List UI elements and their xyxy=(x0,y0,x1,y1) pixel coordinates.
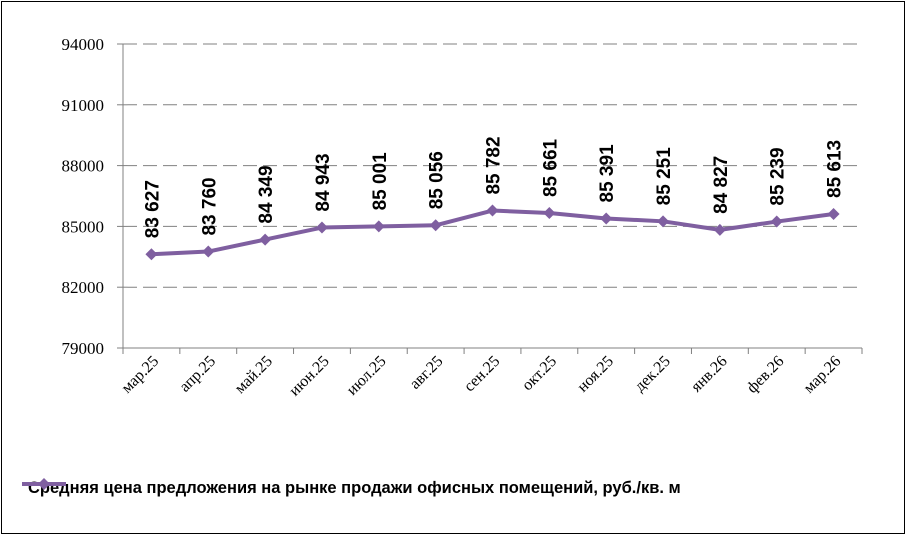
x-tick-label: окт.25 xyxy=(519,353,560,394)
y-tick-label: 91000 xyxy=(62,96,105,115)
legend-label: Средняя цена предложения на рынке продаж… xyxy=(28,478,681,497)
x-tick-label: апр.25 xyxy=(176,353,219,396)
data-label: 83 760 xyxy=(199,177,220,235)
data-label: 84 827 xyxy=(711,156,732,214)
legend: Средняя цена предложения на рынке продаж… xyxy=(22,474,681,502)
data-point xyxy=(600,212,613,225)
data-point xyxy=(657,215,670,228)
x-tick-label: дек.25 xyxy=(631,353,673,395)
x-tick-label: июн.25 xyxy=(286,353,333,400)
data-label: 85 782 xyxy=(484,136,505,194)
data-point xyxy=(145,248,158,261)
x-tick-label: фев.26 xyxy=(744,353,788,397)
x-tick-label: авг.25 xyxy=(407,353,447,393)
data-point xyxy=(486,204,499,217)
data-label: 85 239 xyxy=(768,147,789,205)
data-point xyxy=(202,245,215,258)
data-label: 85 251 xyxy=(654,147,675,206)
data-point xyxy=(543,207,556,220)
data-label: 85 056 xyxy=(427,151,448,209)
legend-marker xyxy=(22,478,66,490)
data-label: 84 349 xyxy=(256,165,277,223)
data-point xyxy=(713,223,726,236)
x-tick-label: мар.25 xyxy=(118,353,162,397)
x-tick-label: мар.26 xyxy=(800,353,844,397)
data-label: 85 001 xyxy=(370,152,391,211)
y-tick-label: 82000 xyxy=(62,278,105,297)
x-tick-label: янв.26 xyxy=(688,353,731,396)
y-tick-label: 79000 xyxy=(62,339,105,358)
data-point xyxy=(827,207,840,220)
x-tick-label: июл.25 xyxy=(344,353,390,399)
data-label: 85 391 xyxy=(597,144,618,203)
series-line xyxy=(151,208,834,257)
x-tick-label: ноя.25 xyxy=(574,353,617,396)
x-tick-label: сен.25 xyxy=(461,353,503,395)
data-label: 84 943 xyxy=(313,153,334,211)
data-label: 85 613 xyxy=(825,140,846,198)
data-label: 83 627 xyxy=(142,180,163,238)
x-tick-label: май.25 xyxy=(232,353,276,397)
data-label: 85 661 xyxy=(540,138,561,197)
data-point xyxy=(372,220,385,233)
y-tick-label: 85000 xyxy=(62,217,105,236)
y-tick-label: 88000 xyxy=(62,157,105,176)
data-point xyxy=(429,219,442,232)
data-point xyxy=(259,233,272,246)
data-point xyxy=(315,221,328,234)
data-point xyxy=(770,215,783,228)
y-tick-label: 94000 xyxy=(62,35,105,54)
